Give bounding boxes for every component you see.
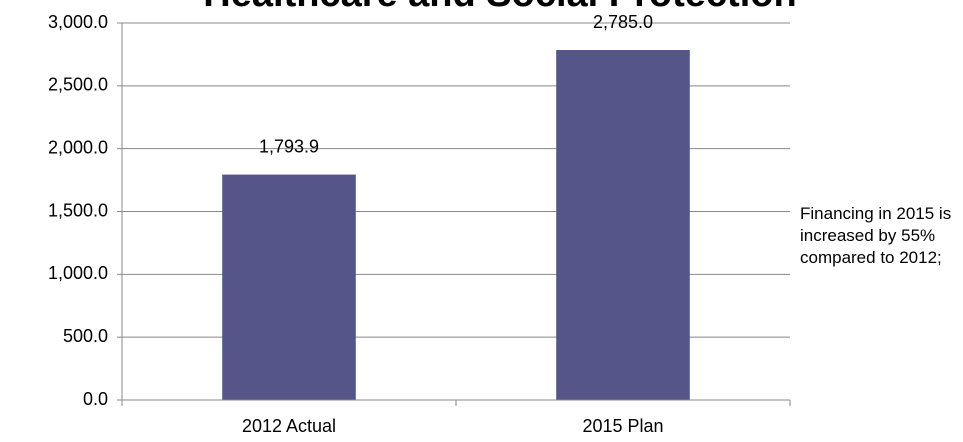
y-tick-label: 2,000.0 bbox=[48, 137, 108, 157]
bar bbox=[222, 175, 356, 400]
value-label: 2,785.0 bbox=[593, 12, 653, 32]
y-tick-label: 2,500.0 bbox=[48, 75, 108, 95]
y-tick-label: 3,000.0 bbox=[48, 12, 108, 32]
y-tick-label: 1,500.0 bbox=[48, 200, 108, 220]
chart-title: Healthcare and Social Protection bbox=[203, 0, 796, 15]
bar bbox=[556, 50, 690, 400]
annotation: Financing in 2015 is increased by 55% co… bbox=[800, 203, 960, 269]
value-label: 1,793.9 bbox=[259, 136, 319, 156]
y-tick-label: 1,000.0 bbox=[48, 263, 108, 283]
y-tick-label: 0.0 bbox=[83, 389, 108, 409]
x-tick-label: 2015 Plan bbox=[582, 416, 663, 436]
page: Healthcare and Social Protection 0.0 500.… bbox=[0, 0, 963, 442]
x-tick-label: 2012 Actual bbox=[242, 416, 336, 436]
y-tick-label: 500.0 bbox=[63, 326, 108, 346]
